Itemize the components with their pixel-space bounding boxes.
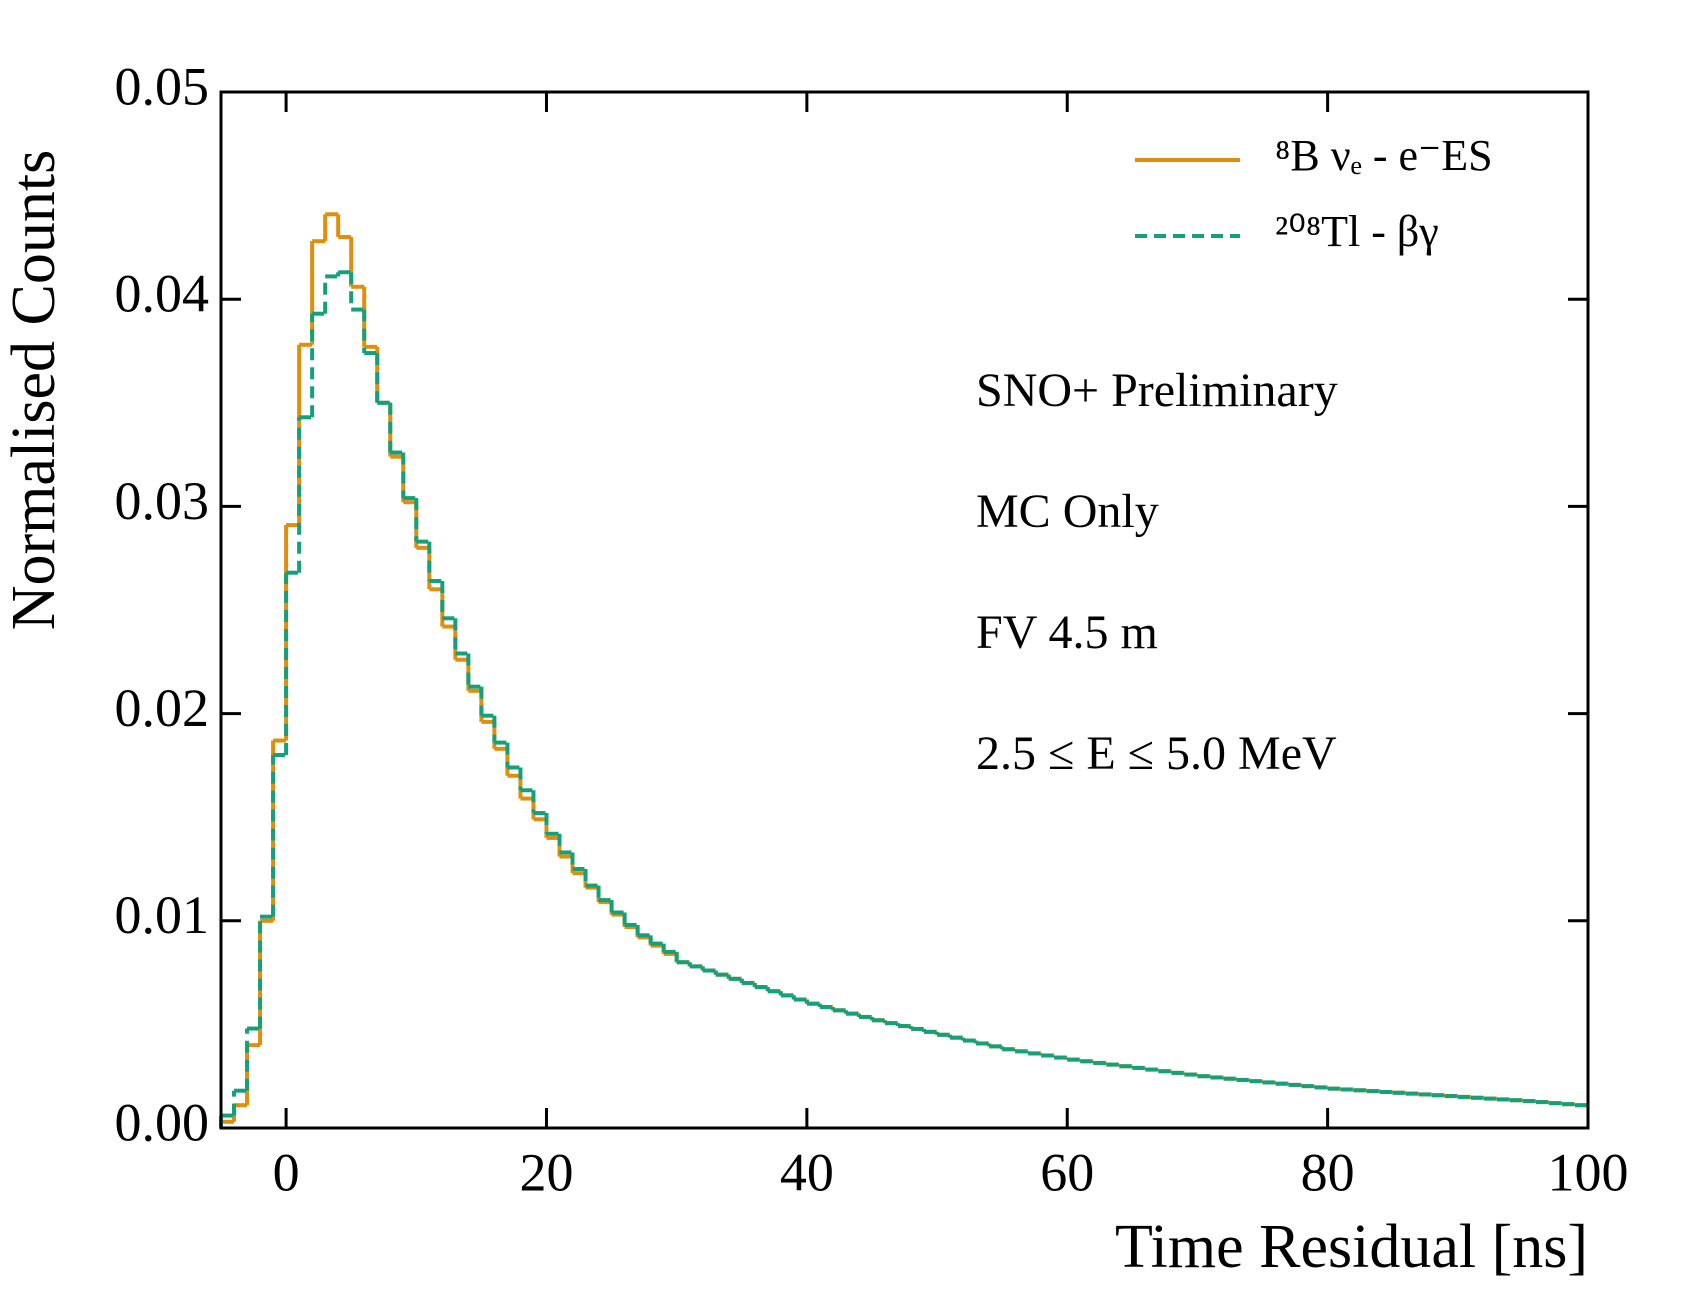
legend-label: ⁸B νₑ - e⁻ES bbox=[1275, 131, 1493, 180]
x-tick-label: 100 bbox=[1548, 1142, 1629, 1202]
annotation: 2.5 ≤ E ≤ 5.0 MeV bbox=[976, 727, 1337, 780]
x-axis-label: Time Residual [ns] bbox=[1115, 1213, 1588, 1281]
annotation: MC Only bbox=[976, 485, 1159, 538]
y-tick-label: 0.03 bbox=[115, 471, 210, 531]
annotation: SNO+ Preliminary bbox=[976, 364, 1338, 417]
x-tick-label: 40 bbox=[780, 1142, 834, 1202]
x-tick-label: 0 bbox=[273, 1142, 300, 1202]
x-tick-label: 80 bbox=[1301, 1142, 1355, 1202]
x-tick-label: 20 bbox=[519, 1142, 573, 1202]
y-axis-label: Normalised Counts bbox=[0, 150, 68, 630]
x-tick-label: 60 bbox=[1040, 1142, 1094, 1202]
y-tick-label: 0.04 bbox=[115, 264, 210, 324]
y-tick-label: 0.02 bbox=[115, 678, 210, 738]
y-tick-label: 0.05 bbox=[115, 56, 210, 116]
plot-frame bbox=[219, 90, 1590, 1130]
y-tick-label: 0.01 bbox=[115, 885, 210, 945]
annotation: FV 4.5 m bbox=[976, 606, 1158, 659]
legend-label: ²⁰⁸Tl - βγ bbox=[1275, 207, 1439, 256]
y-tick-label: 0.00 bbox=[115, 1092, 210, 1152]
